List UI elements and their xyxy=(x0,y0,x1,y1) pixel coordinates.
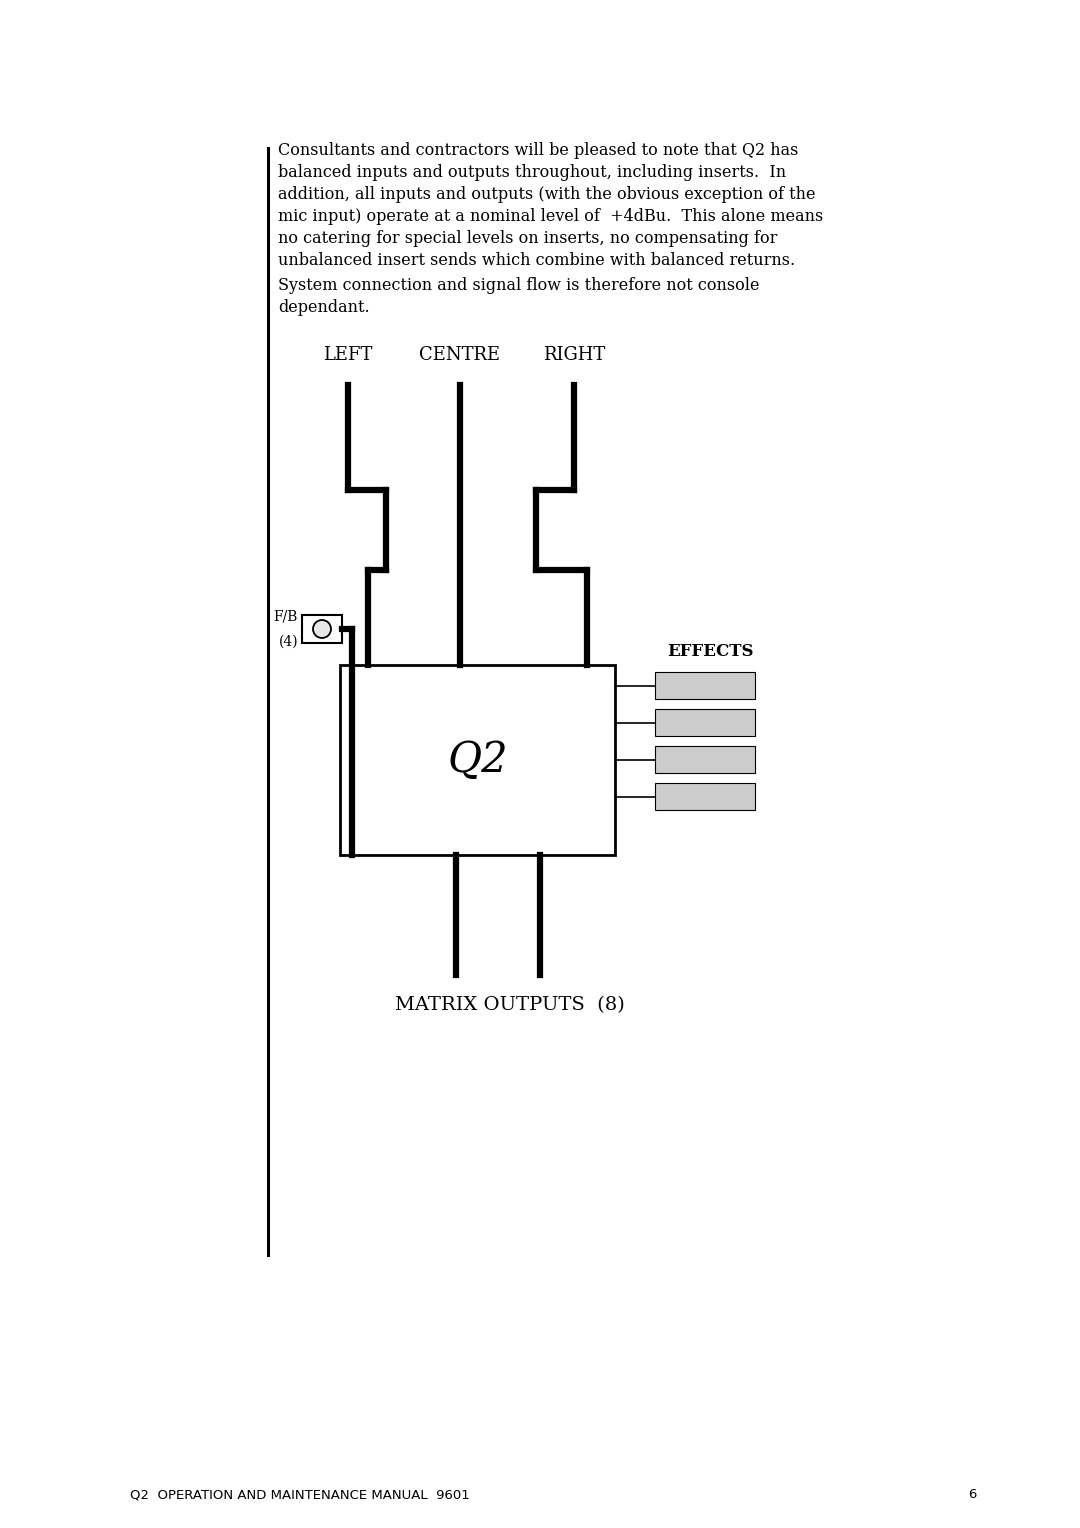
Circle shape xyxy=(313,620,330,639)
Text: RIGHT: RIGHT xyxy=(543,345,605,364)
Bar xyxy=(654,672,755,698)
Bar xyxy=(654,746,755,773)
Text: Q2: Q2 xyxy=(447,740,508,781)
Text: LEFT: LEFT xyxy=(323,345,373,364)
Text: addition, all inputs and outputs (with the obvious exception of the: addition, all inputs and outputs (with t… xyxy=(278,186,815,203)
Text: (4): (4) xyxy=(279,636,298,649)
Text: 6: 6 xyxy=(968,1488,976,1500)
Text: dependant.: dependant. xyxy=(278,299,369,316)
Text: EFFECTS: EFFECTS xyxy=(666,643,753,660)
Text: CENTRE: CENTRE xyxy=(419,345,500,364)
Text: mic input) operate at a nominal level of  +4dBu.  This alone means: mic input) operate at a nominal level of… xyxy=(278,208,823,225)
Text: MATRIX OUTPUTS  (8): MATRIX OUTPUTS (8) xyxy=(395,996,625,1015)
Bar xyxy=(340,665,615,856)
Text: unbalanced insert sends which combine with balanced returns.: unbalanced insert sends which combine wi… xyxy=(278,252,795,269)
Text: Q2  OPERATION AND MAINTENANCE MANUAL  9601: Q2 OPERATION AND MAINTENANCE MANUAL 9601 xyxy=(130,1488,470,1500)
Text: System connection and signal flow is therefore not console: System connection and signal flow is the… xyxy=(278,277,759,293)
Text: F/B: F/B xyxy=(273,610,298,623)
Text: no catering for special levels on inserts, no compensating for: no catering for special levels on insert… xyxy=(278,231,778,248)
Text: balanced inputs and outputs throughout, including inserts.  In: balanced inputs and outputs throughout, … xyxy=(278,163,786,180)
Bar xyxy=(654,782,755,810)
Bar xyxy=(302,614,342,643)
Bar xyxy=(654,709,755,736)
Text: Consultants and contractors will be pleased to note that Q2 has: Consultants and contractors will be plea… xyxy=(278,142,798,159)
